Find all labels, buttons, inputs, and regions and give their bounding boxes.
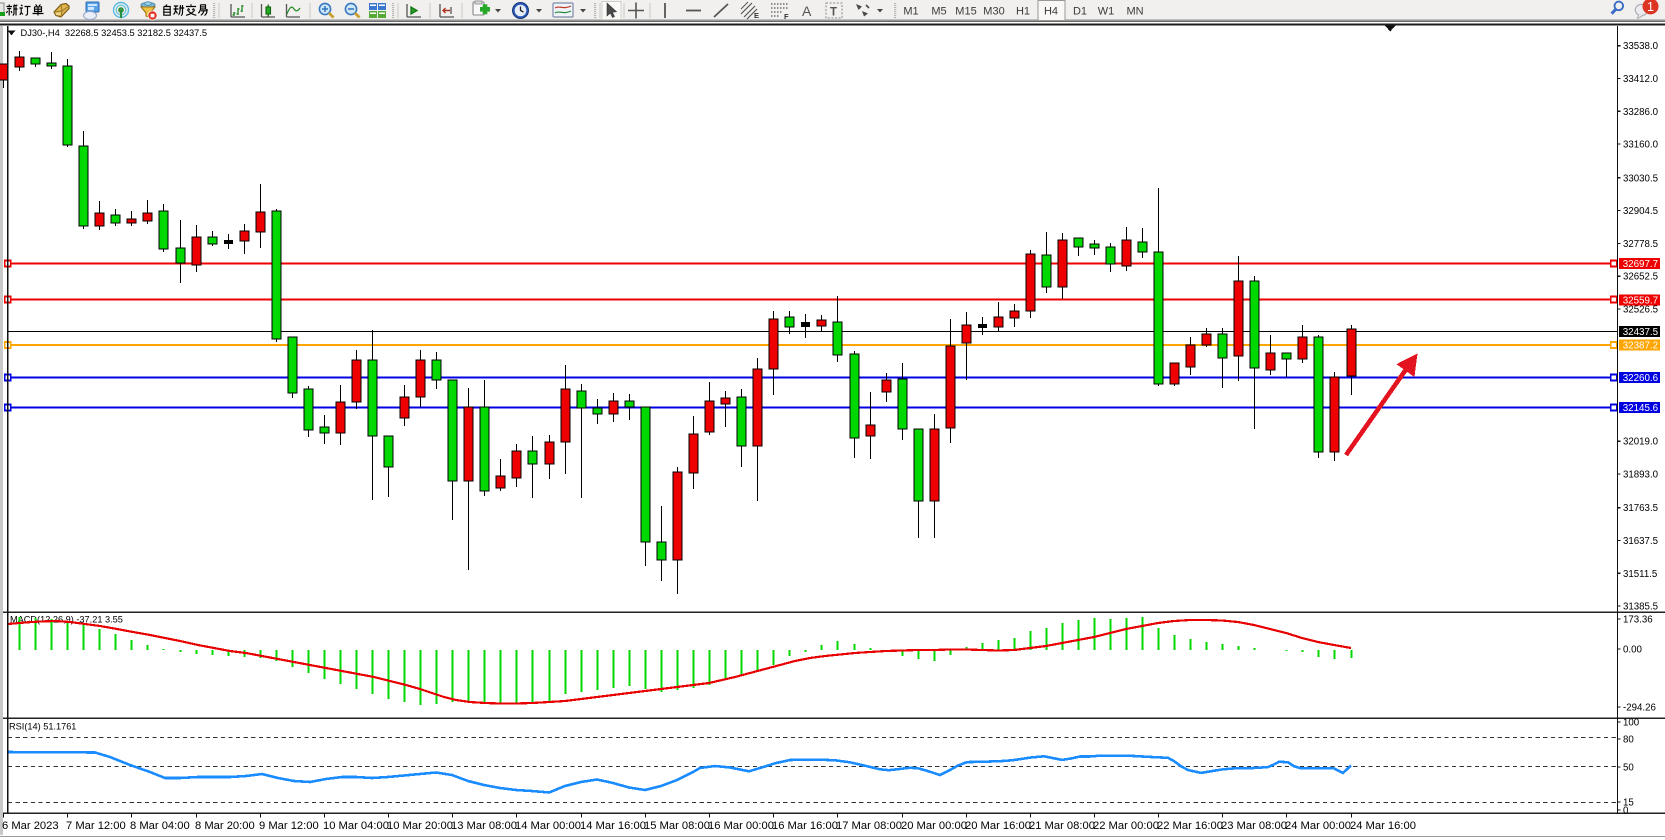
svg-text:M30: M30 xyxy=(983,6,1004,18)
svg-text:8 Mar 20:00: 8 Mar 20:00 xyxy=(195,820,255,832)
svg-text:22 Mar 00:00: 22 Mar 00:00 xyxy=(1093,820,1159,832)
svg-text:32652.5: 32652.5 xyxy=(1623,272,1658,283)
svg-text:32778.5: 32778.5 xyxy=(1623,239,1658,250)
svg-text:32387.2: 32387.2 xyxy=(1623,341,1658,352)
svg-text:31763.5: 31763.5 xyxy=(1623,503,1658,514)
svg-text:20 Mar 16:00: 20 Mar 16:00 xyxy=(965,820,1031,832)
svg-text:22 Mar 16:00: 22 Mar 16:00 xyxy=(1157,820,1223,832)
svg-text:32526.5: 32526.5 xyxy=(1623,305,1658,316)
svg-text:RSI(14) 51.1761: RSI(14) 51.1761 xyxy=(9,722,76,732)
svg-text:16 Mar 16:00: 16 Mar 16:00 xyxy=(772,820,838,832)
svg-text:31893.0: 31893.0 xyxy=(1623,470,1659,481)
svg-text:32904.5: 32904.5 xyxy=(1623,206,1658,217)
svg-text:33286.0: 33286.0 xyxy=(1623,107,1659,118)
svg-text:24 Mar 00:00: 24 Mar 00:00 xyxy=(1285,820,1351,832)
svg-text:9 Mar 12:00: 9 Mar 12:00 xyxy=(259,820,319,832)
svg-text:M1: M1 xyxy=(903,6,918,18)
svg-text:13 Mar 08:00: 13 Mar 08:00 xyxy=(451,820,517,832)
svg-text:33160.0: 33160.0 xyxy=(1623,140,1659,151)
svg-text:15: 15 xyxy=(1623,798,1634,809)
svg-text:M15: M15 xyxy=(955,6,976,18)
svg-text:1: 1 xyxy=(1647,0,1654,14)
svg-text:H1: H1 xyxy=(1016,6,1030,18)
svg-text:M5: M5 xyxy=(931,6,946,18)
svg-text:33412.0: 33412.0 xyxy=(1623,74,1659,85)
svg-text:15 Mar 08:00: 15 Mar 08:00 xyxy=(644,820,710,832)
svg-text:10 Mar 20:00: 10 Mar 20:00 xyxy=(387,820,453,832)
svg-text:32697.7: 32697.7 xyxy=(1623,259,1658,270)
svg-text:80: 80 xyxy=(1623,735,1634,746)
svg-text:6 Mar 2023: 6 Mar 2023 xyxy=(2,820,59,832)
svg-text:-294.26: -294.26 xyxy=(1623,703,1656,714)
svg-text:16 Mar 00:00: 16 Mar 00:00 xyxy=(708,820,774,832)
svg-text:33538.0: 33538.0 xyxy=(1623,41,1659,52)
svg-text:31637.5: 31637.5 xyxy=(1623,536,1658,547)
svg-text:0.00: 0.00 xyxy=(1623,645,1642,656)
svg-text:21 Mar 08:00: 21 Mar 08:00 xyxy=(1029,820,1095,832)
svg-text:32145.6: 32145.6 xyxy=(1623,403,1659,414)
svg-text:W1: W1 xyxy=(1098,6,1115,18)
svg-text:MN: MN xyxy=(1126,6,1143,18)
svg-text:8 Mar 04:00: 8 Mar 04:00 xyxy=(130,820,190,832)
svg-text:MACD(12,26,9) -37.21 3.55: MACD(12,26,9) -37.21 3.55 xyxy=(10,615,123,625)
svg-text:50: 50 xyxy=(1623,763,1634,774)
svg-text:24 Mar 16:00: 24 Mar 16:00 xyxy=(1350,820,1416,832)
svg-text:14 Mar 16:00: 14 Mar 16:00 xyxy=(580,820,646,832)
svg-text:31385.5: 31385.5 xyxy=(1623,602,1658,613)
svg-text:A: A xyxy=(802,3,812,19)
svg-text:20 Mar 00:00: 20 Mar 00:00 xyxy=(901,820,967,832)
svg-text:23 Mar 08:00: 23 Mar 08:00 xyxy=(1221,820,1287,832)
svg-text:D1: D1 xyxy=(1073,6,1087,18)
svg-text:0: 0 xyxy=(1623,806,1629,817)
svg-text:31511.5: 31511.5 xyxy=(1623,569,1657,580)
svg-text:32559.7: 32559.7 xyxy=(1623,296,1658,307)
svg-text:173.36: 173.36 xyxy=(1623,615,1653,626)
svg-text:E: E xyxy=(754,11,759,20)
svg-text:100: 100 xyxy=(1623,718,1640,729)
svg-text:32019.0: 32019.0 xyxy=(1623,437,1659,448)
svg-text:7 Mar 12:00: 7 Mar 12:00 xyxy=(66,820,126,832)
svg-text:32437.5: 32437.5 xyxy=(1623,327,1659,338)
svg-text:33030.5: 33030.5 xyxy=(1623,173,1658,184)
svg-text:DJ30-,H4 32268.5 32453.5 3218: DJ30-,H4 32268.5 32453.5 32182.5 32437.5 xyxy=(21,28,208,38)
svg-text:17 Mar 08:00: 17 Mar 08:00 xyxy=(836,820,902,832)
svg-text:32260.6: 32260.6 xyxy=(1623,373,1659,384)
svg-text:F: F xyxy=(784,12,789,21)
svg-text:T: T xyxy=(830,7,837,19)
svg-text:14 Mar 00:00: 14 Mar 00:00 xyxy=(515,820,581,832)
svg-text:10 Mar 04:00: 10 Mar 04:00 xyxy=(323,820,389,832)
svg-text:H4: H4 xyxy=(1044,6,1058,18)
